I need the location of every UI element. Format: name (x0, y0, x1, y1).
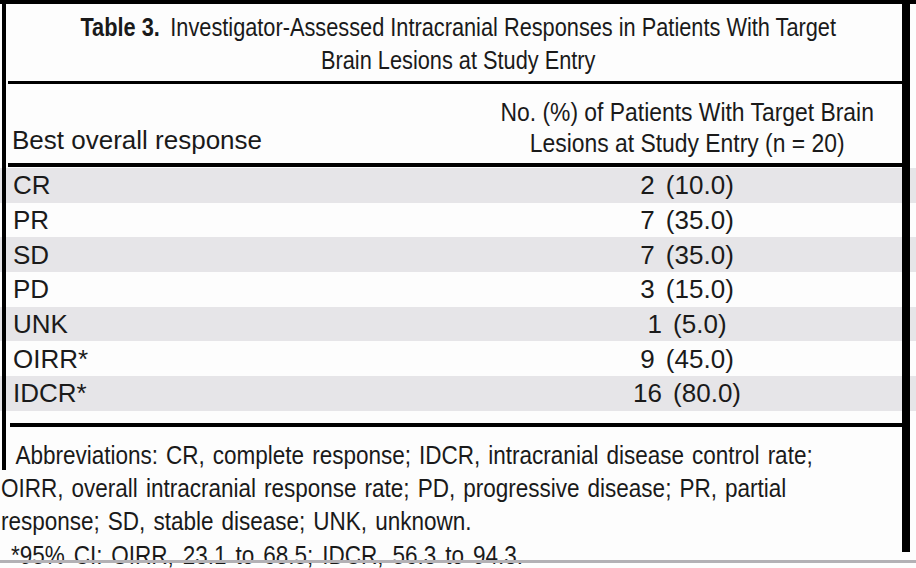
table-row: UNK 1 (5.0) (0, 307, 916, 342)
frame-left-border (2, 4, 6, 470)
header-divider-rule (8, 163, 902, 167)
table-header-row: Best overall response No. (%) of Patient… (0, 84, 916, 163)
abbreviations-note: Abbreviations: CR, complete response; ID… (1, 439, 824, 538)
caption-divider-rule (8, 81, 902, 84)
table-row: SD 7 (35.0) (0, 237, 916, 272)
count-cell: 9 (45.0) (464, 343, 910, 374)
count-cell: 16 (80.0) (464, 378, 910, 409)
table-row: CR 2 (10.0) (0, 168, 916, 203)
response-cell: IDCR* (13, 378, 87, 409)
ci-footnote: *95% CI: OIRR, 23.1 to 68.5; IDCR, 56.3 … (1, 540, 824, 568)
response-cell: UNK (13, 309, 68, 340)
table-row: OIRR* 9 (45.0) (0, 341, 916, 376)
bottom-divider-rule (10, 423, 902, 427)
count-cell: 7 (35.0) (464, 239, 910, 270)
table-number-label: Table 3. (80, 13, 159, 41)
table-caption-text: Table 3. Investigator-Assessed Intracrani… (80, 11, 836, 77)
column-header-count-text: No. (%) of Patients With Target Brain Le… (500, 97, 873, 159)
table-figure: Table 3. Investigator-Assessed Intracrani… (0, 0, 916, 568)
response-cell: SD (13, 239, 49, 270)
table-row: PD 3 (15.0) (0, 272, 916, 307)
table-row: PR 7 (35.0) (0, 203, 916, 238)
response-cell: PD (13, 274, 49, 305)
response-cell: OIRR* (13, 343, 88, 374)
table-title-text: Investigator-Assessed Intracranial Respo… (170, 13, 836, 74)
table-footnotes: Abbreviations: CR, complete response; ID… (1, 439, 915, 568)
table-body: CR 2 (10.0) PR 7 (35.0) SD 7 (35.0) PD 3… (0, 168, 916, 411)
count-cell: 7 (35.0) (464, 205, 910, 236)
frame-right-border (902, 0, 910, 552)
response-cell: CR (13, 170, 51, 201)
response-cell: PR (13, 205, 49, 236)
column-header-response: Best overall response (12, 125, 262, 156)
table-caption: Table 3. Investigator-Assessed Intracrani… (10, 11, 906, 77)
column-header-count: No. (%) of Patients With Target Brain Le… (464, 97, 910, 159)
frame-top-border (0, 0, 916, 4)
count-cell: 3 (15.0) (464, 274, 910, 305)
count-cell: 2 (10.0) (464, 170, 910, 201)
table-row: IDCR* 16 (80.0) (0, 376, 916, 411)
frame-bottom-border (0, 560, 916, 563)
count-cell: 1 (5.0) (464, 309, 910, 340)
